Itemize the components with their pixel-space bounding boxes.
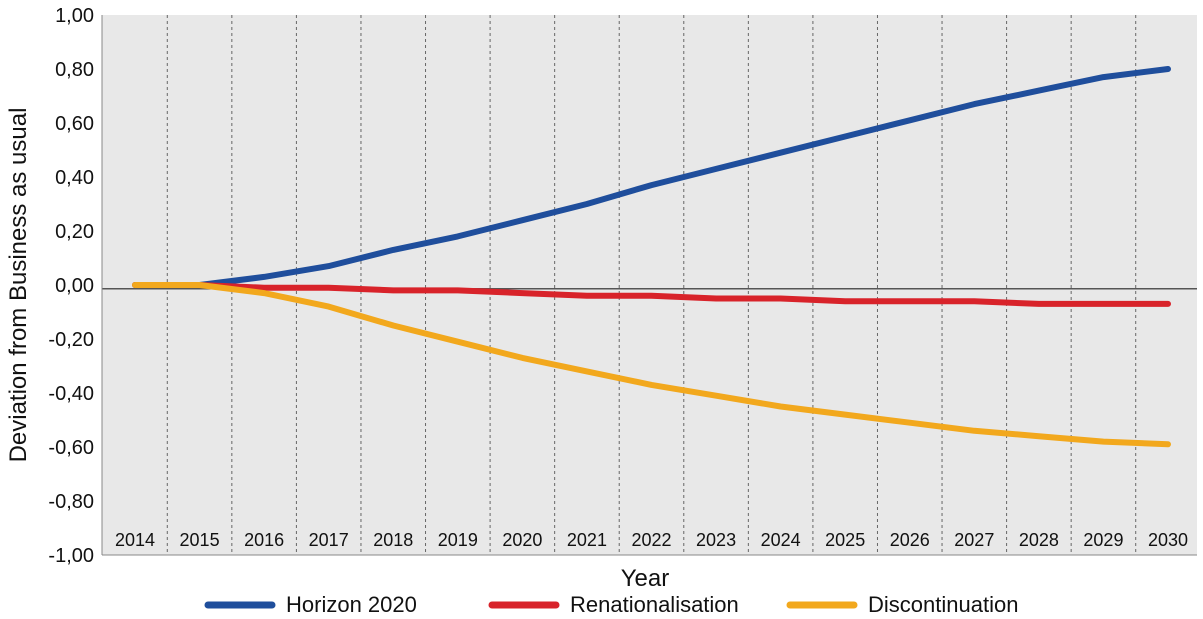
y-tick-label: 1,00: [55, 5, 94, 27]
y-tick-label: 0,60: [55, 113, 94, 135]
x-tick-label: 2023: [696, 530, 736, 550]
y-tick-label: -0,40: [48, 383, 94, 405]
x-tick-label: 2020: [502, 530, 542, 550]
x-tick-label: 2021: [567, 530, 607, 550]
x-tick-label: 2025: [825, 530, 865, 550]
x-tick-label: 2014: [115, 530, 155, 550]
y-tick-label: -0,20: [48, 329, 94, 351]
y-tick-label: 0,00: [55, 275, 94, 297]
y-tick-label: -1,00: [48, 545, 94, 567]
legend-label: Renationalisation: [570, 592, 739, 617]
y-tick-labels: 1,00 0,80 0,60 0,40 0,20 0,00 -0,20 -0,40 -0,60 -…: [48, 5, 94, 567]
x-tick-label: 2017: [309, 530, 349, 550]
x-tick-label: 2026: [890, 530, 930, 550]
y-tick-label: 0,40: [55, 167, 94, 189]
x-tick-label: 2030: [1148, 530, 1188, 550]
legend-label: Discontinuation: [868, 592, 1018, 617]
x-axis-title: Year: [621, 565, 670, 592]
series-line-discontinuation: [132, 282, 1171, 448]
y-tick-label: -0,80: [48, 491, 94, 513]
x-tick-label: 2027: [954, 530, 994, 550]
y-tick-label: 0,20: [55, 221, 94, 243]
y-tick-label: -0,60: [48, 437, 94, 459]
x-tick-label: 2028: [1019, 530, 1059, 550]
x-tick-label: 2016: [244, 530, 284, 550]
vertical-gridlines: [166, 15, 1137, 555]
legend: Horizon 2020 Renationalisation Discontinua…: [204, 592, 1018, 617]
y-axis-title: Deviation from Business as usual: [5, 108, 32, 463]
x-tick-label: 2022: [631, 530, 671, 550]
x-tick-labels: 2014 2015 2016 2017 2018 2019 2020 2021 2022 2023…: [115, 530, 1188, 550]
series-line-horizon-2020: [132, 66, 1171, 288]
x-tick-label: 2024: [761, 530, 801, 550]
x-tick-label: 2015: [180, 530, 220, 550]
legend-label: Horizon 2020: [286, 592, 417, 617]
x-tick-label: 2018: [373, 530, 413, 550]
y-tick-label: 0,80: [55, 59, 94, 81]
series-line-renationalisation: [132, 282, 1171, 307]
x-tick-label: 2019: [438, 530, 478, 550]
series-lines: [132, 66, 1171, 448]
x-tick-label: 2029: [1083, 530, 1123, 550]
